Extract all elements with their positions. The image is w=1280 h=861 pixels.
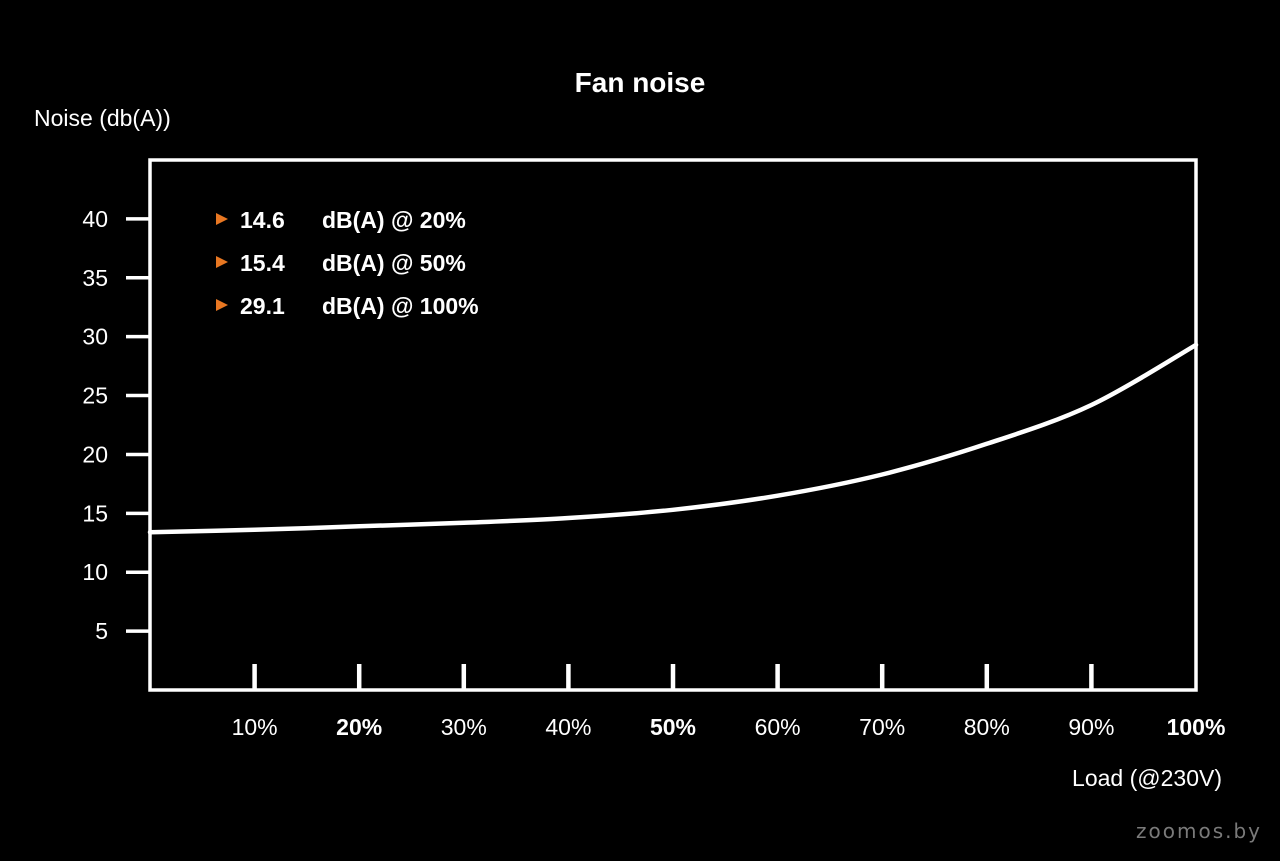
x-axis-ticks: 10% 20% 30% 40% 50% 60% 70% 80% 90% 100% bbox=[232, 664, 1226, 740]
x-tick-label: 60% bbox=[755, 714, 801, 740]
annotation-value: 14.6 bbox=[240, 207, 285, 233]
y-tick-label: 15 bbox=[82, 500, 108, 526]
y-axis-label: Noise (db(A)) bbox=[34, 105, 171, 131]
plot-frame bbox=[148, 158, 1198, 692]
y-tick-label: 40 bbox=[82, 206, 108, 232]
x-tick-label: 50% bbox=[650, 714, 696, 740]
annotation-text: dB(A) @ 20% bbox=[322, 207, 466, 233]
y-tick-label: 35 bbox=[82, 265, 108, 291]
y-tick-label: 5 bbox=[95, 618, 108, 644]
x-tick-label: 10% bbox=[232, 714, 278, 740]
x-tick-label: 70% bbox=[859, 714, 905, 740]
x-tick-label: 80% bbox=[964, 714, 1010, 740]
grid-lines bbox=[150, 217, 1196, 633]
bullet-triangle-icon bbox=[216, 299, 228, 311]
y-tick-label: 25 bbox=[82, 383, 108, 409]
bullet-triangle-icon bbox=[216, 213, 228, 225]
annotation-value: 15.4 bbox=[240, 250, 285, 276]
x-tick-label: 30% bbox=[441, 714, 487, 740]
x-tick-label: 100% bbox=[1167, 714, 1226, 740]
annotation-text: dB(A) @ 100% bbox=[322, 293, 479, 319]
annotation-text: dB(A) @ 50% bbox=[322, 250, 466, 276]
x-tick-label: 40% bbox=[545, 714, 591, 740]
y-tick-label: 10 bbox=[82, 559, 108, 585]
y-tick-label: 20 bbox=[82, 441, 108, 467]
noise-curve bbox=[147, 342, 1199, 535]
annotation-value: 29.1 bbox=[240, 293, 285, 319]
chart-title: Fan noise bbox=[575, 67, 706, 98]
x-tick-label: 20% bbox=[336, 714, 382, 740]
y-axis-ticks: 5 10 15 20 25 30 35 40 bbox=[82, 206, 150, 644]
y-tick-label: 30 bbox=[82, 324, 108, 350]
bullet-triangle-icon bbox=[216, 256, 228, 268]
annotations: 14.6 dB(A) @ 20% 15.4 dB(A) @ 50% 29.1 dB(A) … bbox=[216, 207, 479, 319]
x-tick-label: 90% bbox=[1068, 714, 1114, 740]
watermark: zoomos.by bbox=[1136, 819, 1262, 843]
x-axis-label: Load (@230V) bbox=[1072, 765, 1222, 791]
